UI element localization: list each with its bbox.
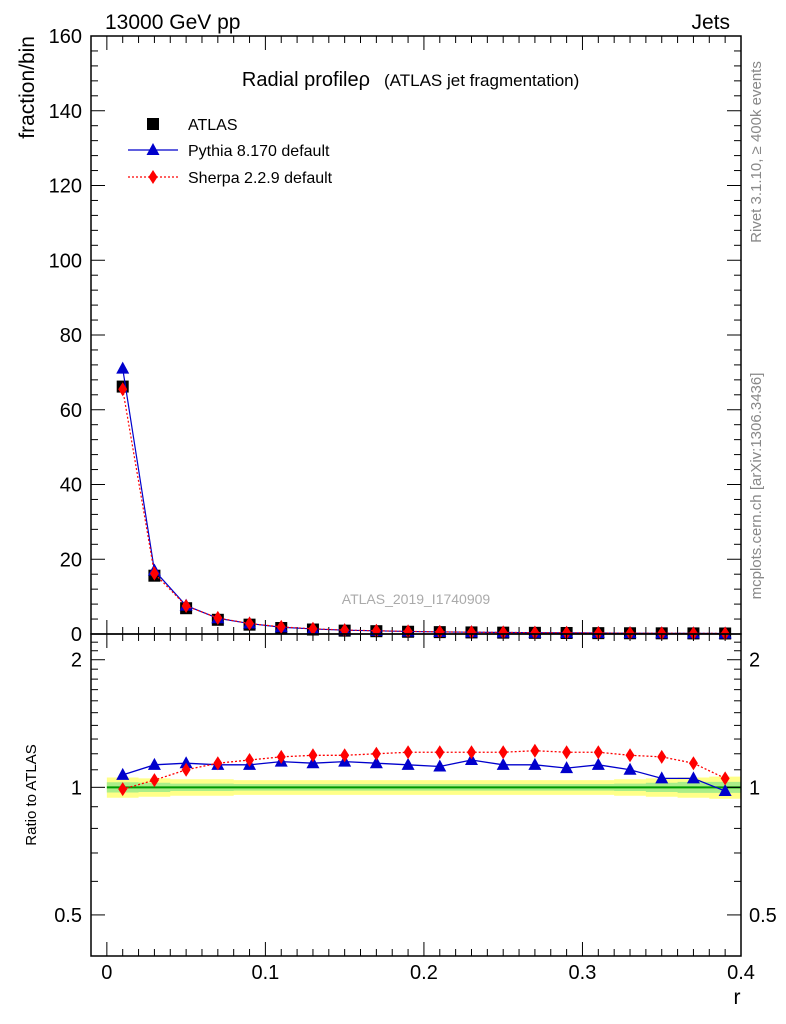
ratio-point — [530, 743, 540, 758]
ratio-point — [686, 771, 700, 784]
ratio-point — [401, 757, 415, 770]
ratio-point — [340, 748, 350, 763]
main-y-tick-label: 40 — [60, 475, 82, 497]
ratio-y-tick-label: 1 — [71, 777, 82, 799]
data-point — [116, 361, 130, 374]
legend-label: Pythia 8.170 default — [188, 143, 330, 160]
data-point — [403, 624, 413, 639]
main-y-tick-label: 160 — [49, 26, 82, 48]
data-point — [181, 598, 191, 613]
data-point — [625, 626, 635, 641]
data-point — [118, 382, 128, 397]
ratio-point — [593, 745, 603, 760]
ratio-point — [560, 761, 574, 774]
data-point — [530, 625, 540, 640]
ratio-point — [720, 771, 730, 786]
data-point — [276, 619, 286, 634]
data-point — [562, 625, 572, 640]
ratio-point — [181, 762, 191, 777]
header-energy: 13000 GeV pp — [105, 11, 240, 34]
main-panel: Radial profileρ (ATLAS jet fragmentation… — [16, 26, 742, 646]
ratio-point — [245, 753, 255, 768]
ratio-y-tick-label-right: 2 — [749, 650, 760, 672]
data-point — [435, 624, 445, 639]
ratio-series-1 — [118, 743, 730, 797]
ratio-point — [591, 757, 605, 770]
ratio-point — [655, 771, 669, 784]
ratio-point — [116, 767, 130, 780]
ratio-point — [623, 762, 637, 775]
x-axis-label: r — [734, 986, 741, 1009]
ratio-point — [498, 745, 508, 760]
main-y-tick-label: 20 — [60, 549, 82, 571]
ratio-panel: Ratio to ATLAS r 0.5 0.5 1 1 2 2 0 0.1 0.2 0.3 0.4 — [23, 633, 777, 1009]
data-point — [308, 621, 318, 636]
data-point — [245, 616, 255, 631]
main-y-tick-label: 60 — [60, 400, 82, 422]
ratio-y-tick-label-right: 0.5 — [749, 905, 777, 927]
ratio-point — [147, 757, 161, 770]
legend-marker — [147, 118, 159, 130]
ratio-point — [688, 756, 698, 771]
data-point — [498, 625, 508, 640]
ratio-point — [118, 782, 128, 797]
ratio-point — [276, 749, 286, 764]
ratio-point — [433, 759, 447, 772]
ratio-point — [466, 745, 476, 760]
series-line — [122, 389, 726, 635]
ratio-point — [149, 773, 159, 788]
ratio-point — [562, 745, 572, 760]
data-point — [149, 566, 159, 581]
ratio-point — [496, 757, 510, 770]
rivet-label: Rivet 3.1.10, ≥ 400k events — [748, 61, 765, 243]
x-tick-label: 0.3 — [569, 962, 597, 984]
ratio-point — [369, 756, 383, 769]
ratio-point — [625, 748, 635, 763]
ratio-frame — [90, 633, 742, 957]
main-ylabel: fraction/bin — [16, 36, 39, 139]
ratio-y-tick-label-right: 1 — [749, 777, 760, 799]
ratio-point — [308, 748, 318, 763]
data-point — [593, 625, 603, 640]
data-point — [466, 625, 476, 640]
ratio-point — [435, 745, 445, 760]
ratio-line — [122, 750, 726, 790]
ratio-point — [657, 749, 667, 764]
ratio-line — [122, 759, 726, 792]
ratio-point — [213, 756, 223, 771]
ratio-plot-area: 0.5 0.5 1 1 2 2 0 0.1 0.2 0.3 0.4 — [54, 634, 777, 984]
legend: ATLAS Pythia 8.170 default Sherpa 2.2.9 de… — [128, 117, 333, 187]
ratio-y-tick-label: 2 — [71, 650, 82, 672]
legend-marker — [146, 143, 160, 155]
ratio-point — [528, 757, 542, 770]
mcplots-label: mcplots.cern.ch [arXiv:1306.3436] — [748, 373, 765, 600]
legend-marker — [148, 170, 158, 184]
main-subtitle: (ATLAS jet fragmentation) — [384, 71, 579, 90]
ratio-point — [718, 784, 732, 797]
legend-label: Sherpa 2.2.9 default — [188, 170, 333, 187]
x-tick-label: 0 — [101, 962, 112, 984]
data-point — [213, 610, 223, 625]
ratio-ylabel: Ratio to ATLAS — [23, 744, 40, 845]
x-tick-label: 0.4 — [727, 962, 755, 984]
ratio-y-tick-label: 0.5 — [54, 905, 82, 927]
main-y-tick-label: 140 — [49, 101, 82, 123]
main-y-tick-label: 100 — [49, 250, 82, 272]
main-y-tick-label: 0 — [71, 624, 82, 646]
x-tick-label: 0.1 — [251, 962, 279, 984]
ratio-point — [371, 746, 381, 761]
ratio-point — [403, 745, 413, 760]
legend-label: ATLAS — [188, 117, 238, 134]
watermark: ATLAS_2019_I1740909 — [342, 591, 491, 607]
main-y-tick-label: 80 — [60, 325, 82, 347]
x-tick-label: 0.2 — [410, 962, 438, 984]
main-y-tick-label: 120 — [49, 176, 82, 198]
main-title: Radial profileρ — [242, 69, 370, 91]
header-jets: Jets — [691, 11, 730, 34]
ratio-point — [179, 756, 193, 769]
